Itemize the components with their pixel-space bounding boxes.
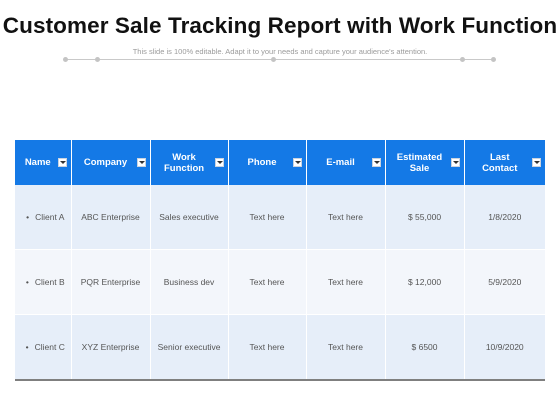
cell-estimated-sale: $ 55,000 — [385, 185, 465, 250]
filter-dropdown-icon[interactable] — [371, 157, 381, 167]
table-row: • Client C XYZ Enterprise Senior executiv… — [15, 314, 545, 381]
page-title: Customer Sale Tracking Report with Work … — [2, 13, 558, 38]
filter-dropdown-icon[interactable] — [450, 157, 460, 167]
cell-estimated-sale: $ 6500 — [385, 314, 465, 381]
column-header-label: E-mail — [326, 157, 355, 168]
cell-phone: Text here — [228, 249, 307, 315]
customer-sale-table: Name Company Work Function Phone E-mail … — [15, 140, 545, 381]
column-header-label: Name — [24, 157, 51, 168]
cell-estimated-sale: $ 12,000 — [385, 249, 465, 315]
divider-dot — [271, 57, 276, 62]
title-divider — [66, 59, 494, 60]
divider-dot — [491, 57, 496, 62]
cell-name: • Client A — [15, 185, 72, 250]
cell-work-function: Senior executive — [150, 314, 229, 381]
cell-last-contact: 1/8/2020 — [464, 185, 545, 250]
cell-email: Text here — [306, 249, 386, 315]
page-subtitle: This slide is 100% editable. Adapt it to… — [132, 47, 428, 56]
table-row: • Client B PQR Enterprise Business dev Te… — [15, 249, 545, 315]
divider-dot — [95, 57, 100, 62]
divider-dot — [460, 57, 465, 62]
cell-phone: Text here — [228, 314, 307, 381]
column-header-label: Work Function — [164, 151, 205, 174]
cell-email: Text here — [306, 185, 386, 250]
column-header-name[interactable]: Name — [15, 140, 72, 185]
cell-text: Client C — [34, 342, 65, 352]
filter-dropdown-icon[interactable] — [532, 157, 541, 167]
cell-name: • Client C — [15, 314, 72, 381]
filter-dropdown-icon[interactable] — [136, 157, 146, 167]
divider-dot — [63, 57, 68, 62]
cell-company: XYZ Enterprise — [71, 314, 151, 381]
table-row: • Client A ABC Enterprise Sales executive… — [15, 185, 545, 250]
table-header-row: Name Company Work Function Phone E-mail … — [15, 140, 545, 185]
column-header-phone[interactable]: Phone — [228, 140, 307, 185]
cell-last-contact: 10/9/2020 — [464, 314, 545, 381]
column-header-email[interactable]: E-mail — [306, 140, 386, 185]
column-header-label: Estimated Sale — [396, 151, 443, 174]
cell-phone: Text here — [228, 185, 307, 250]
cell-email: Text here — [306, 314, 386, 381]
cell-text: Client A — [35, 212, 65, 222]
filter-dropdown-icon[interactable] — [214, 157, 224, 167]
bullet-dot-icon: • — [26, 212, 30, 222]
column-header-estimated-sale[interactable]: Estimated Sale — [385, 140, 465, 185]
cell-work-function: Sales executive — [150, 185, 229, 250]
bullet-dot-icon: • — [25, 342, 29, 352]
column-header-label: Phone — [247, 157, 277, 168]
cell-company: ABC Enterprise — [71, 185, 151, 250]
cell-company: PQR Enterprise — [71, 249, 151, 315]
filter-dropdown-icon[interactable] — [57, 157, 67, 167]
column-header-label: Last Contact — [482, 151, 518, 174]
filter-dropdown-icon[interactable] — [292, 157, 302, 167]
column-header-label: Company — [83, 157, 128, 168]
column-header-last-contact[interactable]: Last Contact — [464, 140, 545, 185]
column-header-company[interactable]: Company — [71, 140, 151, 185]
cell-text: Client B — [34, 277, 65, 287]
column-header-work-function[interactable]: Work Function — [150, 140, 229, 185]
cell-name: • Client B — [15, 249, 72, 315]
cell-last-contact: 5/9/2020 — [464, 249, 545, 315]
bullet-dot-icon: • — [25, 277, 29, 287]
cell-work-function: Business dev — [150, 249, 229, 315]
